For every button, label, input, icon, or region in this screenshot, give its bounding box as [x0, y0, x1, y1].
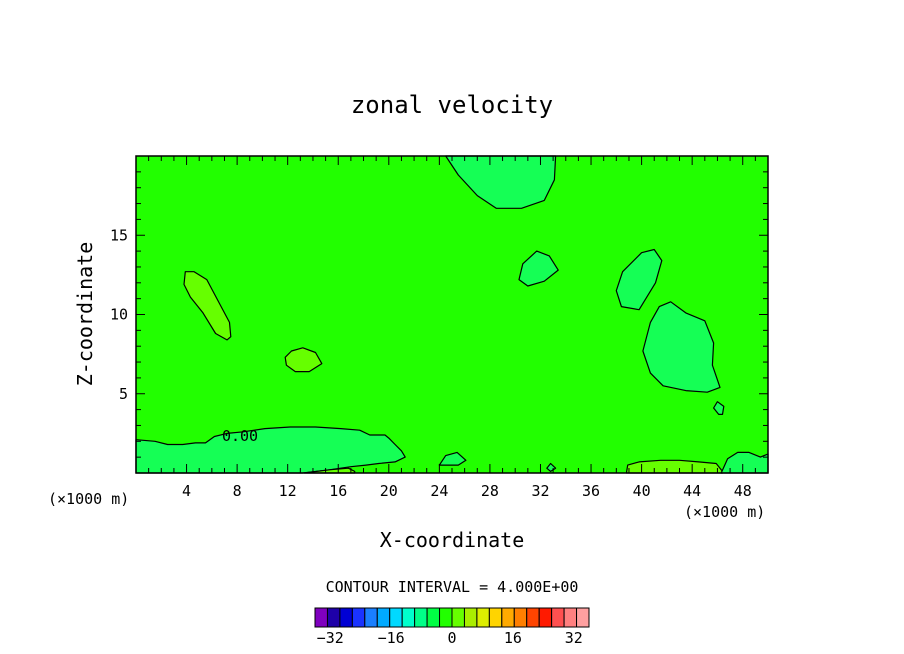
contour-region-5	[712, 401, 725, 415]
contour-region-7	[284, 347, 323, 373]
contour-region-8	[135, 426, 406, 474]
contour-interval-text: CONTOUR INTERVAL = 4.000E+00	[326, 578, 579, 596]
colorbar-cell	[463, 607, 478, 628]
contour-regions	[135, 155, 769, 474]
colorbar-cell	[538, 607, 553, 628]
x-unit-left: (×1000 m)	[48, 490, 129, 508]
x-tick-label: 48	[734, 482, 752, 500]
colorbar-cell	[401, 607, 416, 628]
colorbar-tick-label: −16	[378, 629, 405, 647]
colorbar-cell	[389, 607, 403, 628]
colorbar-cell	[439, 607, 453, 628]
chart-title: zonal velocity	[351, 91, 553, 119]
colorbar-cell	[326, 607, 341, 628]
colorbar-cells	[314, 607, 590, 628]
colorbar-cell	[526, 607, 540, 628]
colorbar-cell	[451, 607, 465, 628]
y-tick-label: 10	[110, 306, 128, 324]
plot-frame	[135, 155, 769, 474]
colorbar-cell	[314, 607, 328, 628]
colorbar-cell	[488, 607, 503, 628]
axis-ticks	[136, 156, 768, 473]
colorbar-cell	[351, 607, 366, 628]
x-tick-label: 4	[182, 482, 191, 500]
y-axis-label: Z-coordinate	[73, 242, 97, 387]
colorbar-labels: −32 −16 0 16 32	[317, 629, 583, 647]
x-tick-label: 12	[279, 482, 297, 500]
contour-region-4	[642, 301, 721, 393]
x-tick-label: 20	[380, 482, 398, 500]
x-axis-label: X-coordinate	[380, 528, 525, 552]
plot-area: 0.00	[135, 155, 769, 474]
colorbar: −32 −16 0 16 32	[314, 607, 590, 647]
colorbar-tick-label: 16	[504, 629, 522, 647]
x-tick-label: 40	[633, 482, 651, 500]
x-tick-label: 36	[582, 482, 600, 500]
colorbar-cell	[414, 607, 428, 628]
colorbar-cell	[513, 607, 528, 628]
y-tick-label: 15	[110, 226, 128, 244]
contour-region-2	[518, 250, 559, 287]
colorbar-tick-label: 32	[565, 629, 583, 647]
colorbar-cell	[563, 607, 578, 628]
colorbar-cell	[551, 607, 565, 628]
contour-region-12	[438, 451, 467, 466]
x-tick-label: 8	[233, 482, 242, 500]
x-tick-labels: 4 8 12 16 20 24 28 32 36 40 44 48	[182, 482, 752, 500]
colorbar-cell	[376, 607, 391, 628]
colorbar-cell	[576, 607, 590, 628]
colorbar-tick-label: 0	[447, 629, 456, 647]
y-tick-label: 5	[119, 385, 128, 403]
colorbar-cell	[339, 607, 353, 628]
colorbar-cell	[364, 607, 378, 628]
x-unit-right: (×1000 m)	[684, 503, 765, 521]
contour-label-zero: 0.00	[222, 427, 258, 445]
contour-region-1	[445, 155, 557, 209]
x-tick-label: 32	[531, 482, 549, 500]
contour-region-10	[625, 459, 724, 474]
colorbar-cell	[476, 607, 490, 628]
x-tick-label: 24	[430, 482, 448, 500]
colorbar-cell	[501, 607, 515, 628]
contour-region-6	[183, 271, 232, 341]
contour-region-3	[615, 248, 663, 311]
x-tick-label: 28	[481, 482, 499, 500]
x-tick-label: 16	[329, 482, 347, 500]
x-tick-label: 44	[683, 482, 701, 500]
y-tick-labels: 5 10 15	[110, 226, 128, 403]
colorbar-tick-label: −32	[317, 629, 344, 647]
colorbar-cell	[426, 607, 441, 628]
